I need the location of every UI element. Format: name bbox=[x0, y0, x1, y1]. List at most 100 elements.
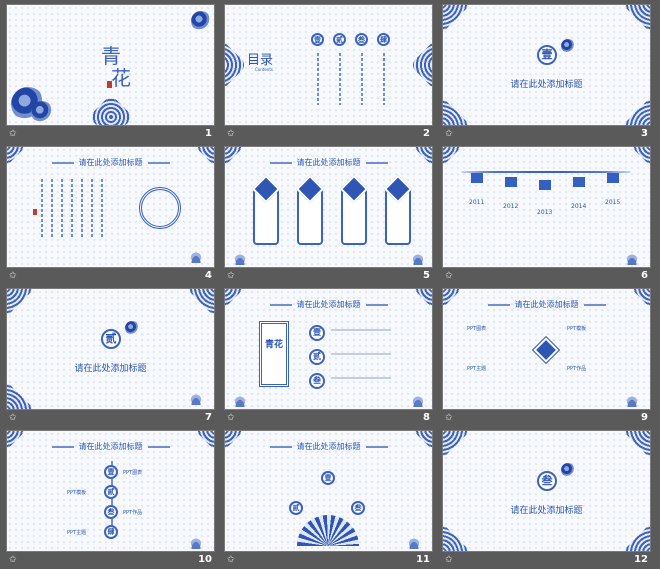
slide-footer: ✩ 10 bbox=[7, 553, 214, 569]
slide-canvas[interactable]: 壹 请在此处添加标题 bbox=[442, 4, 651, 126]
star-icon[interactable]: ✩ bbox=[227, 555, 235, 565]
card-3[interactable] bbox=[339, 174, 369, 245]
toc-item-4-text bbox=[383, 53, 385, 105]
slide-footer: ✩ 4 bbox=[7, 269, 214, 285]
ornament-icon bbox=[620, 521, 650, 551]
slide-thumbnail-10[interactable]: 请在此处添加标题 壹 贰 叁 肆 PPT图表 PPT模板 PPT作品 PPT主题… bbox=[6, 430, 215, 569]
toc-item-3-text bbox=[361, 53, 363, 105]
slide-footer: ✩ 8 bbox=[225, 411, 432, 427]
star-icon[interactable]: ✩ bbox=[445, 413, 453, 423]
label-3: PPT主题 bbox=[467, 366, 487, 372]
star-icon[interactable]: ✩ bbox=[445, 555, 453, 565]
slide-thumbnail-12[interactable]: 叁 请在此处添加标题 ✩ 12 bbox=[442, 430, 651, 569]
slide-thumbnail-3[interactable]: 壹 请在此处添加标题 ✩ 3 bbox=[442, 4, 651, 147]
slide-canvas[interactable]: 目录 Contents 壹 贰 叁 肆 bbox=[224, 4, 433, 126]
round-frame-icon bbox=[139, 187, 181, 229]
toc-item-2-seal[interactable]: 贰 bbox=[333, 33, 346, 46]
center-diamond-icon bbox=[531, 335, 561, 365]
lantern-icon bbox=[505, 177, 517, 187]
diamond-icon bbox=[339, 174, 369, 204]
slide-canvas[interactable]: 请在此处添加标题 壹 贰 叁 bbox=[224, 430, 433, 552]
flower-icon bbox=[125, 321, 139, 335]
slide-thumbnail-4[interactable]: 请在此处添加标题 ✩ 4 bbox=[6, 146, 215, 289]
star-icon[interactable]: ✩ bbox=[445, 129, 453, 139]
toc-item-2-text bbox=[339, 53, 341, 105]
slide-number: 7 bbox=[205, 412, 212, 423]
slide-canvas[interactable]: 2011 2012 2013 2014 2015 bbox=[442, 146, 651, 268]
folding-fan-icon bbox=[297, 515, 359, 546]
ornament-icon bbox=[443, 95, 473, 125]
card-1[interactable] bbox=[251, 174, 281, 245]
slide-canvas[interactable]: 贰 请在此处添加标题 bbox=[6, 288, 215, 410]
red-seal-icon bbox=[33, 209, 37, 215]
timeline-rope bbox=[461, 171, 631, 173]
diamond-icon bbox=[251, 174, 281, 204]
slide-canvas[interactable]: 请在此处添加标题 bbox=[6, 146, 215, 268]
slide-thumbnail-5[interactable]: 请在此处添加标题 ✩ 5 bbox=[224, 146, 433, 289]
star-icon[interactable]: ✩ bbox=[9, 129, 17, 139]
label-4: PPT作品 bbox=[567, 366, 587, 372]
flower-icon bbox=[561, 39, 575, 53]
slide-heading: 请在此处添加标题 bbox=[443, 299, 650, 310]
toc-item-1-seal[interactable]: 壹 bbox=[311, 33, 324, 46]
slide-thumbnail-2[interactable]: 目录 Contents 壹 贰 叁 肆 ✩ 2 bbox=[224, 4, 433, 147]
title-char: 花 bbox=[111, 66, 131, 90]
star-icon[interactable]: ✩ bbox=[9, 413, 17, 423]
slide-number: 8 bbox=[423, 412, 430, 423]
ornament-icon bbox=[443, 147, 464, 168]
slide-thumbnail-11[interactable]: 请在此处添加标题 壹 贰 叁 ✩ 11 bbox=[224, 430, 433, 569]
emblem-text: 青花 bbox=[264, 340, 283, 350]
slide-canvas[interactable]: 青 花 bbox=[6, 4, 215, 126]
section-seal: 贰 bbox=[101, 329, 121, 349]
red-seal-icon bbox=[107, 81, 112, 88]
slide-canvas[interactable]: 叁 请在此处添加标题 bbox=[442, 430, 651, 552]
year-label: 2011 bbox=[469, 199, 485, 206]
toc-item-3-seal[interactable]: 叁 bbox=[355, 33, 368, 46]
lantern-icon bbox=[573, 177, 585, 187]
slide-footer: ✩ 2 bbox=[225, 127, 432, 143]
star-icon[interactable]: ✩ bbox=[227, 271, 235, 281]
star-icon[interactable]: ✩ bbox=[227, 129, 235, 139]
slide-heading: 请在此处添加标题 bbox=[225, 157, 432, 168]
section-heading: 请在此处添加标题 bbox=[510, 80, 583, 90]
text-column bbox=[61, 179, 63, 239]
slide-heading: 请在此处添加标题 bbox=[225, 299, 432, 310]
lotus-icon bbox=[231, 393, 249, 407]
slide-number: 3 bbox=[641, 128, 648, 139]
ornament-icon bbox=[88, 94, 134, 125]
toc-item-4-seal[interactable]: 肆 bbox=[377, 33, 390, 46]
slide-canvas[interactable]: 请在此处添加标题 青花 壹 贰 叁 bbox=[224, 288, 433, 410]
text-column bbox=[101, 179, 103, 239]
slide-canvas[interactable]: 请在此处添加标题 PPT图表 PPT模板 PPT主题 PPT作品 bbox=[442, 288, 651, 410]
toc-item-1-text bbox=[317, 53, 319, 105]
slide-thumbnail-9[interactable]: 请在此处添加标题 PPT图表 PPT模板 PPT主题 PPT作品 ✩ 9 bbox=[442, 288, 651, 431]
star-icon[interactable]: ✩ bbox=[445, 271, 453, 281]
slide-thumbnail-8[interactable]: 请在此处添加标题 青花 壹 贰 叁 ✩ 8 bbox=[224, 288, 433, 431]
lotus-icon bbox=[187, 535, 205, 549]
text-column bbox=[51, 179, 53, 239]
item-seal-2: 贰 bbox=[309, 349, 325, 365]
star-icon[interactable]: ✩ bbox=[9, 271, 17, 281]
card-4[interactable] bbox=[383, 174, 413, 245]
slide-number: 1 bbox=[205, 128, 212, 139]
year-label: 2015 bbox=[605, 199, 621, 206]
slide-thumbnail-7[interactable]: 贰 请在此处添加标题 ✩ 7 bbox=[6, 288, 215, 431]
lotus-icon bbox=[409, 393, 427, 407]
diamond-icon bbox=[295, 174, 325, 204]
card-2[interactable] bbox=[295, 174, 325, 245]
slide-number: 5 bbox=[423, 270, 430, 281]
lantern-icon bbox=[607, 173, 619, 183]
star-icon[interactable]: ✩ bbox=[227, 413, 235, 423]
step-seal-2: 贰 bbox=[104, 485, 118, 499]
label-1: PPT图表 bbox=[123, 470, 143, 476]
slide-canvas[interactable]: 请在此处添加标题 bbox=[224, 146, 433, 268]
slide-canvas[interactable]: 请在此处添加标题 壹 贰 叁 肆 PPT图表 PPT模板 PPT作品 PPT主题 bbox=[6, 430, 215, 552]
section-seal: 叁 bbox=[537, 471, 557, 491]
label-2: PPT模板 bbox=[67, 490, 87, 496]
step-seal-4: 肆 bbox=[104, 525, 118, 539]
slide-thumbnail-6[interactable]: 2011 2012 2013 2014 2015 ✩ 6 bbox=[442, 146, 651, 289]
step-seal-1: 壹 bbox=[104, 465, 118, 479]
slide-thumbnail-1[interactable]: 青 花 ✩ 1 bbox=[6, 4, 215, 147]
slide-number: 4 bbox=[205, 270, 212, 281]
star-icon[interactable]: ✩ bbox=[9, 555, 17, 565]
